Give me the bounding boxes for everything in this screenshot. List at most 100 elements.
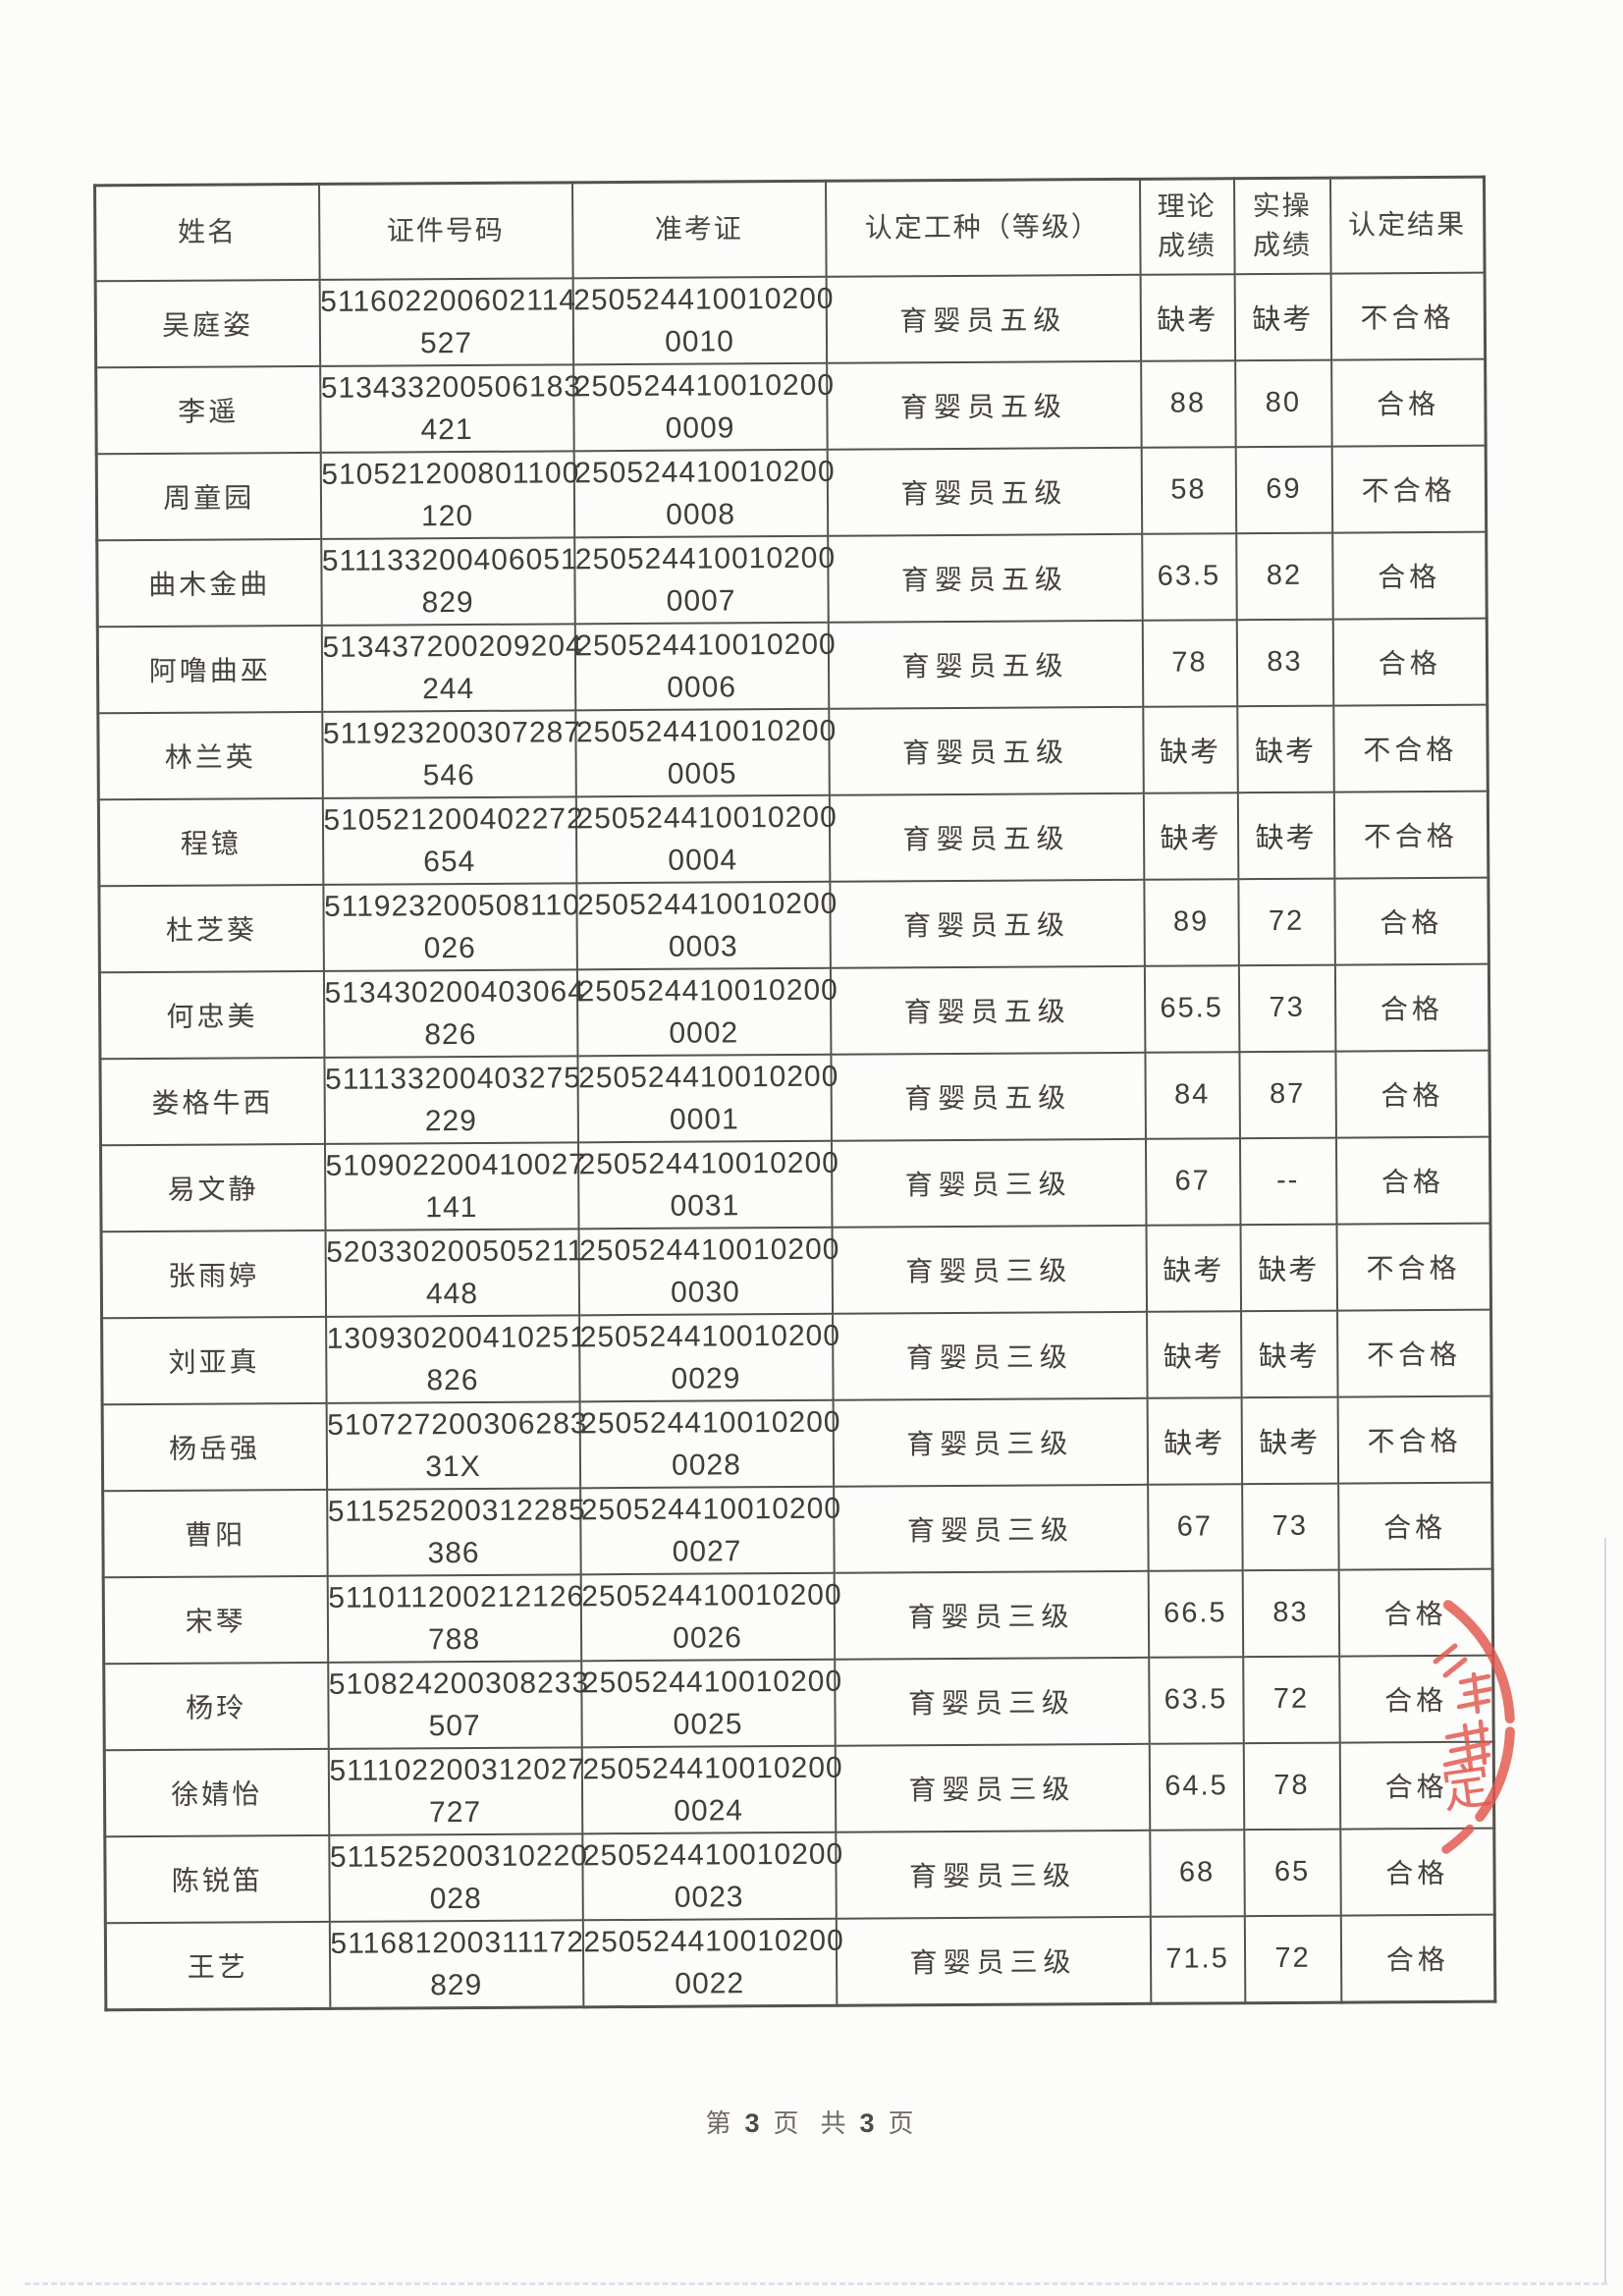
cell-practical-score: 80 <box>1234 359 1332 447</box>
cell-id-number: 511133200406051 829 <box>320 536 578 626</box>
footer-label: 共 <box>820 2108 850 2138</box>
cell-occupation: 育婴员五级 <box>828 706 1144 795</box>
cell-exam-ticket: 250524410010200 0003 <box>575 881 838 969</box>
cell-occupation: 育婴员三级 <box>836 1916 1151 2005</box>
cell-practical-score: 83 <box>1242 1569 1339 1657</box>
footer-label: 第 <box>705 2108 735 2138</box>
cell-result: 不合格 <box>1337 1395 1492 1484</box>
cell-name: 李遥 <box>95 365 321 454</box>
cell-id-number: 510824200308233 507 <box>327 1660 589 1749</box>
cell-practical-score: 缺考 <box>1240 1224 1337 1311</box>
cell-result: 不合格 <box>1332 704 1488 793</box>
cell-theory-score: 65.5 <box>1144 964 1239 1053</box>
cell-occupation: 育婴员三级 <box>834 1657 1150 1746</box>
table-row: 陈锐笛 511525200310220 028 250524410010200 00… <box>104 1828 1495 1923</box>
cell-name: 宋琴 <box>103 1575 328 1664</box>
cell-theory-score: 88 <box>1140 359 1236 448</box>
cell-name: 王艺 <box>105 1921 330 2010</box>
cell-name: 杨玲 <box>103 1662 329 1750</box>
cell-occupation: 育婴员三级 <box>834 1570 1149 1660</box>
table-row: 何忠美 513430200403064 826 250524410010200 00… <box>99 963 1489 1059</box>
cell-exam-ticket: 250524410010200 0028 <box>579 1399 841 1488</box>
results-table-wrapper: 姓名 证件号码 准考证 认定工种（等级） 理论 成绩 实操 成绩 认定结果 吴庭姿 … <box>93 175 1497 2011</box>
cell-exam-ticket: 250524410010200 0026 <box>580 1572 842 1661</box>
cell-id-number: 511923200307287 546 <box>321 709 581 798</box>
cell-name: 阿噜曲巫 <box>97 625 322 713</box>
table-row: 林兰英 511923200307287 546 250524410010200 00… <box>97 704 1488 799</box>
cell-result: 合格 <box>1330 358 1487 447</box>
cell-result: 合格 <box>1337 1482 1493 1570</box>
col-header-practical-score: 实操 成绩 <box>1233 178 1331 274</box>
cell-occupation: 育婴员五级 <box>827 447 1142 536</box>
cell-theory-score: 63.5 <box>1148 1656 1244 1744</box>
cell-name: 杜芝葵 <box>98 884 324 972</box>
cell-result: 不合格 <box>1330 272 1486 360</box>
footer-total-pages: 3 <box>859 2108 879 2138</box>
cell-result: 不合格 <box>1333 791 1488 879</box>
col-header-occupation: 认定工种（等级） <box>825 179 1141 277</box>
cell-theory-score: 71.5 <box>1150 1915 1245 2003</box>
cell-exam-ticket: 250524410010200 0027 <box>579 1486 841 1574</box>
cell-name: 徐婧怡 <box>104 1748 329 1836</box>
cell-exam-ticket: 250524410010200 0009 <box>572 362 835 451</box>
cell-result: 合格 <box>1332 618 1488 706</box>
cell-occupation: 育婴员三级 <box>833 1397 1148 1487</box>
cell-result: 不合格 <box>1331 445 1487 533</box>
cell-id-number: 511681200311172 829 <box>329 1919 584 2008</box>
cell-name: 张雨婷 <box>101 1230 326 1318</box>
cell-practical-score: 83 <box>1236 619 1333 706</box>
cell-name: 曹阳 <box>102 1489 328 1577</box>
cell-practical-score: 缺考 <box>1234 273 1331 360</box>
cell-theory-score: 缺考 <box>1147 1396 1242 1485</box>
cell-occupation: 育婴员三级 <box>833 1484 1149 1573</box>
cell-id-number: 520330200505211 448 <box>325 1228 584 1317</box>
cell-practical-score: 72 <box>1244 1915 1341 2003</box>
cell-name: 林兰英 <box>97 711 323 799</box>
cell-practical-score: 69 <box>1235 446 1332 533</box>
cell-result: 合格 <box>1331 531 1488 620</box>
cell-occupation: 育婴员五级 <box>830 965 1145 1055</box>
col-header-id-number: 证件号码 <box>318 182 573 280</box>
cell-name: 何忠美 <box>99 970 324 1059</box>
cell-exam-ticket: 250524410010200 0002 <box>576 967 839 1056</box>
cell-name: 吴庭姿 <box>95 279 320 367</box>
cell-occupation: 育婴员三级 <box>831 1138 1147 1228</box>
cell-id-number: 513433200506183 421 <box>319 363 581 453</box>
cell-practical-score: 72 <box>1237 878 1335 965</box>
table-row: 刘亚真 130930200410251 826 250524410010200 00… <box>101 1309 1492 1404</box>
cell-practical-score: 缺考 <box>1237 792 1334 879</box>
cell-occupation: 育婴员五级 <box>827 533 1143 623</box>
cell-practical-score: 缺考 <box>1241 1396 1338 1484</box>
cell-id-number: 510727200306283 31X <box>326 1400 588 1490</box>
cell-exam-ticket: 250524410010200 0031 <box>577 1140 839 1229</box>
cell-id-number: 511525200310220 028 <box>328 1832 588 1922</box>
cell-id-number: 511525200312285 386 <box>326 1487 586 1576</box>
col-header-name: 姓名 <box>94 184 320 281</box>
footer-label: 页 <box>888 2108 918 2138</box>
cell-theory-score: 67 <box>1145 1137 1241 1226</box>
table-row: 吴庭姿 511602200602114 527 250524410010200 00… <box>95 272 1486 367</box>
cell-id-number: 511133200403275 229 <box>323 1055 581 1144</box>
cell-id-number: 510521200801100 120 <box>320 450 579 539</box>
table-row: 阿噜曲巫 513437200209204 244 250524410010200 0… <box>97 618 1488 713</box>
cell-id-number: 513430200403064 826 <box>323 968 585 1058</box>
cell-result: 合格 <box>1335 1136 1491 1225</box>
cell-name: 刘亚真 <box>101 1316 327 1404</box>
certification-results-table: 姓名 证件号码 准考证 认定工种（等级） 理论 成绩 实操 成绩 认定结果 吴庭姿 … <box>93 175 1497 2011</box>
cell-practical-score: 缺考 <box>1236 705 1334 793</box>
cell-result: 合格 <box>1339 1828 1495 1916</box>
cell-exam-ticket: 250524410010200 0007 <box>573 535 836 624</box>
table-row: 曹阳 511525200312285 386 250524410010200 002… <box>102 1482 1493 1577</box>
cell-exam-ticket: 250524410010200 0022 <box>582 1918 844 2007</box>
cell-theory-score: 缺考 <box>1143 792 1238 880</box>
cell-name: 易文静 <box>100 1143 326 1231</box>
cell-practical-score: 72 <box>1242 1656 1340 1743</box>
table-row: 宋琴 511011200212126 788 250524410010200 002… <box>103 1568 1493 1664</box>
cell-theory-score: 66.5 <box>1148 1569 1243 1658</box>
table-row: 周童园 510521200801100 120 250524410010200 00… <box>96 445 1487 540</box>
cell-exam-ticket: 250524410010200 0029 <box>578 1313 840 1401</box>
cell-exam-ticket: 250524410010200 0001 <box>576 1054 839 1142</box>
cell-exam-ticket: 250524410010200 0006 <box>574 622 837 710</box>
table-row: 张雨婷 520330200505211 448 250524410010200 00… <box>101 1223 1491 1318</box>
